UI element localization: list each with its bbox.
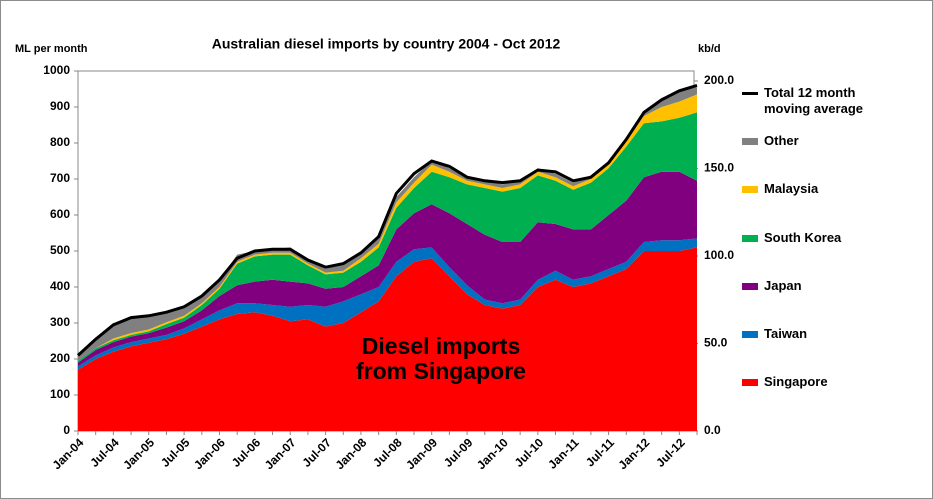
legend-label: Taiwan <box>764 326 808 341</box>
legend-entry: Singapore <box>742 374 894 390</box>
legend-swatch <box>742 92 758 95</box>
legend-entry: Taiwan <box>742 326 894 342</box>
y-tick-label: 200 <box>50 351 70 365</box>
x-tick-label: Jul-05 <box>158 435 193 470</box>
x-tick-label: Jul-11 <box>583 435 617 469</box>
annotation: Diesel imports from Singapore <box>356 333 526 384</box>
x-tick-label: Jan-08 <box>333 435 370 472</box>
y-tick-label: 600 <box>50 207 70 221</box>
x-tick-label: Jan-10 <box>474 435 511 472</box>
x-tick-label: Jan-04 <box>50 435 87 472</box>
legend-label: South Korea <box>764 230 842 245</box>
legend-label: Singapore <box>764 374 828 389</box>
x-tick-label: Jan-11 <box>545 435 582 472</box>
y2-tick-label: 0.0 <box>704 423 721 437</box>
legend-label: Malaysia <box>764 181 819 196</box>
x-tick-label: Jul-12 <box>653 435 688 470</box>
area <box>78 112 697 363</box>
legend-entry: South Korea <box>742 230 894 246</box>
legend-label: Total 12 month moving average <box>764 85 863 116</box>
y-tick-label: 0 <box>63 423 70 437</box>
y-tick-label: 300 <box>50 315 70 329</box>
legend-swatch <box>742 186 758 193</box>
y-axis-label: ML per month <box>15 43 88 55</box>
x-tick-label: Jul-04 <box>87 435 122 470</box>
legend-label: Other <box>764 133 799 148</box>
chart-title: Australian diesel imports by country 200… <box>212 36 561 52</box>
legend-entry: Total 12 month moving average <box>742 85 894 117</box>
legend-entry: Malaysia <box>742 181 894 197</box>
legend-label: Japan <box>764 278 802 293</box>
x-tick-label: Jul-10 <box>512 435 547 470</box>
x-tick-label: Jul-07 <box>300 435 335 470</box>
y2-axis-label: kb/d <box>698 43 721 55</box>
y-tick-label: 700 <box>50 171 70 185</box>
legend-swatch <box>742 379 758 386</box>
x-tick-label: Jan-12 <box>616 435 653 472</box>
x-tick-label: Jan-09 <box>403 435 440 472</box>
y2-tick-label: 100.0 <box>704 248 734 262</box>
y-tick-label: 500 <box>50 243 70 257</box>
legend-swatch <box>742 138 758 145</box>
y-tick-label: 100 <box>50 387 70 401</box>
y-tick-label: 900 <box>50 99 70 113</box>
y2-tick-label: 150.0 <box>704 161 734 175</box>
y2-tick-label: 50.0 <box>704 336 728 350</box>
legend-swatch <box>742 235 758 242</box>
line <box>76 83 698 357</box>
area <box>78 247 697 431</box>
y-tick-label: 800 <box>50 135 70 149</box>
legend-entry: Other <box>742 133 894 149</box>
area <box>78 171 697 367</box>
y2-tick-label: 200.0 <box>704 73 734 87</box>
legend-entry: Japan <box>742 278 894 294</box>
x-tick-label: Jul-09 <box>441 435 476 470</box>
y-tick-label: 400 <box>50 279 70 293</box>
x-tick-label: Jul-06 <box>229 435 264 470</box>
x-tick-label: Jul-08 <box>370 435 405 470</box>
x-tick-label: Jan-07 <box>262 435 299 472</box>
x-tick-label: Jan-06 <box>191 435 228 472</box>
legend-swatch <box>742 331 758 338</box>
legend-swatch <box>742 283 758 290</box>
x-tick-label: Jan-05 <box>120 435 157 472</box>
y-tick-label: 1000 <box>43 63 70 77</box>
